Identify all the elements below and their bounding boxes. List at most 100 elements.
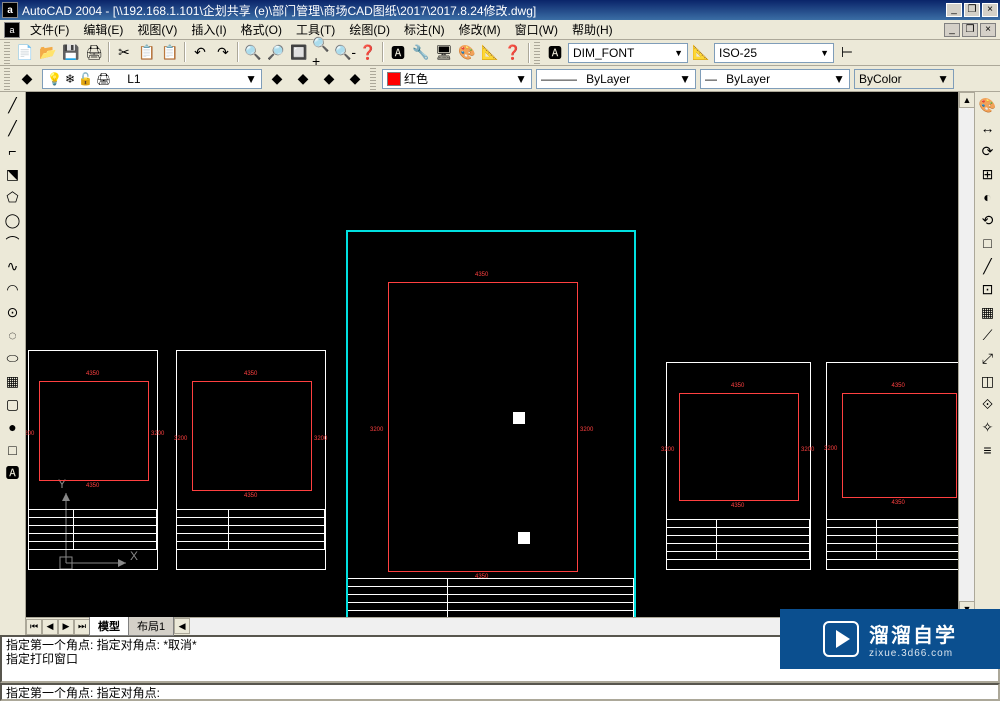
menu-view[interactable]: 视图(V) <box>131 19 183 40</box>
tab-last[interactable]: ⏭ <box>74 619 90 635</box>
iso-combo[interactable]: ISO-25▼ <box>714 43 834 63</box>
modify-tool-4[interactable]: ◐ <box>977 186 999 208</box>
draw-tool-9[interactable]: ⊙ <box>2 301 24 323</box>
draw-tool-5[interactable]: ◯ <box>2 209 24 231</box>
minimize-button[interactable]: _ <box>946 3 962 17</box>
menu-edit[interactable]: 编辑(E) <box>77 19 129 40</box>
draw-tool-13[interactable]: ▢ <box>2 393 24 415</box>
menu-format[interactable]: 格式(O) <box>235 19 288 40</box>
draw-tool-0[interactable]: ╱ <box>2 94 24 116</box>
std-tool-14[interactable]: ❓ <box>357 42 379 64</box>
draw-tool-3[interactable]: ⬔ <box>2 163 24 185</box>
linetype-combo[interactable]: ——— ByLayer ▼ <box>536 69 696 89</box>
layer-aux2[interactable]: ◆ <box>292 68 314 90</box>
draw-tool-4[interactable]: ⬠ <box>2 186 24 208</box>
std-tool-5[interactable]: 📋 <box>136 42 158 64</box>
drawing-frame-f2[interactable]: 4350435032003200 <box>176 350 326 570</box>
modify-tool-3[interactable]: ⊞ <box>977 163 999 185</box>
menu-dim[interactable]: 标注(N) <box>398 19 451 40</box>
std-tool-13[interactable]: 🔍- <box>334 42 356 64</box>
draw-tool-15[interactable]: □ <box>2 439 24 461</box>
std-tool-2[interactable]: 💾 <box>60 42 82 64</box>
modify-tool-8[interactable]: ⊡ <box>977 278 999 300</box>
std-tool-9[interactable]: 🔍 <box>242 42 264 64</box>
draw-tool-10[interactable]: ◌ <box>2 324 24 346</box>
modify-tool-12[interactable]: ◫ <box>977 370 999 392</box>
modify-tool-11[interactable]: ⤢ <box>977 347 999 369</box>
scroll-up[interactable]: ▲ <box>959 92 975 108</box>
lineweight-combo[interactable]: — ByLayer ▼ <box>700 69 850 89</box>
drawing-frame-f3[interactable]: 4350435032003200 <box>346 230 636 617</box>
modify-tool-2[interactable]: ⟳ <box>977 140 999 162</box>
tab-prev[interactable]: ◀ <box>42 619 58 635</box>
std-tool-6[interactable]: 📋 <box>159 42 181 64</box>
std-tool-18[interactable]: 🎨 <box>456 42 478 64</box>
draw-tool-16[interactable]: 🅰 <box>2 462 24 484</box>
dim-tool-icon[interactable]: ⊢ <box>836 42 858 64</box>
std-tool-20[interactable]: ❓ <box>502 42 524 64</box>
draw-tool-7[interactable]: ∿ <box>2 255 24 277</box>
layer-aux4[interactable]: ◆ <box>344 68 366 90</box>
draw-tool-12[interactable]: ▦ <box>2 370 24 392</box>
std-tool-8[interactable]: ↷ <box>212 42 234 64</box>
layer-aux1[interactable]: ◆ <box>266 68 288 90</box>
std-tool-19[interactable]: 📐 <box>479 42 501 64</box>
model-canvas[interactable]: X Y 435043503200320043504350320032004350… <box>26 92 974 617</box>
iso-icon[interactable]: 📐 <box>690 42 712 64</box>
tab-layout1[interactable]: 布局1 <box>128 617 174 636</box>
menu-window[interactable]: 窗口(W) <box>509 19 564 40</box>
tab-model[interactable]: 模型 <box>89 617 129 636</box>
std-tool-7[interactable]: ↶ <box>189 42 211 64</box>
std-tool-0[interactable]: 📄 <box>14 42 36 64</box>
std-tool-1[interactable]: 📂 <box>37 42 59 64</box>
draw-tool-14[interactable]: ● <box>2 416 24 438</box>
vertical-scrollbar[interactable]: ▲ ▼ <box>958 92 974 617</box>
std-tool-11[interactable]: 🔲 <box>288 42 310 64</box>
doc-minimize[interactable]: _ <box>944 23 960 37</box>
vscroll-track[interactable] <box>959 108 974 601</box>
dim-style-icon[interactable]: 🅰 <box>544 42 566 64</box>
menu-insert[interactable]: 插入(I) <box>185 19 232 40</box>
layer-aux3[interactable]: ◆ <box>318 68 340 90</box>
modify-tool-7[interactable]: ╱ <box>977 255 999 277</box>
draw-tool-6[interactable]: ⌒ <box>2 232 24 254</box>
modify-tool-9[interactable]: ▦ <box>977 301 999 323</box>
color-grip[interactable] <box>370 68 376 90</box>
std-tool-4[interactable]: ✂ <box>113 42 135 64</box>
draw-tool-1[interactable]: ╱ <box>2 117 24 139</box>
modify-tool-10[interactable]: ⟋ <box>977 324 999 346</box>
modify-tool-1[interactable]: ↔ <box>977 117 999 139</box>
command-input[interactable]: 指定第一个角点: 指定对角点: <box>0 683 1000 701</box>
std-tool-15[interactable]: 🅰 <box>387 42 409 64</box>
drawing-frame-f5[interactable]: 4350435032003200 <box>826 362 971 570</box>
menu-help[interactable]: 帮助(H) <box>566 19 619 40</box>
menu-modify[interactable]: 修改(M) <box>453 19 507 40</box>
std-tool-17[interactable]: 🖥 <box>433 42 455 64</box>
plotstyle-combo[interactable]: ByColor ▼ <box>854 69 954 89</box>
draw-tool-8[interactable]: ◠ <box>2 278 24 300</box>
tab-first[interactable]: ⏮ <box>26 619 42 635</box>
std-tool-12[interactable]: 🔍+ <box>311 42 333 64</box>
color-combo[interactable]: 红色 ▼ <box>382 69 532 89</box>
layer-grip[interactable] <box>4 68 10 90</box>
layer-manager-icon[interactable]: ◆ <box>16 68 38 90</box>
draw-tool-11[interactable]: ⬭ <box>2 347 24 369</box>
maximize-button[interactable]: ❐ <box>964 3 980 17</box>
menu-file[interactable]: 文件(F) <box>24 19 75 40</box>
doc-restore[interactable]: ❐ <box>962 23 978 37</box>
toolbar-grip[interactable] <box>4 42 10 64</box>
modify-tool-6[interactable]: □ <box>977 232 999 254</box>
modify-tool-0[interactable]: 🎨 <box>977 94 999 116</box>
std-tool-10[interactable]: 🔎 <box>265 42 287 64</box>
styles-grip[interactable] <box>534 42 540 64</box>
drawing-frame-f1[interactable]: 4350435032003200 <box>28 350 158 570</box>
layer-combo[interactable]: 💡 ❄ 🔓 🖨 L1 ▼ <box>42 69 262 89</box>
std-tool-16[interactable]: 🔧 <box>410 42 432 64</box>
modify-tool-15[interactable]: ≡ <box>977 439 999 461</box>
dim-style-combo[interactable]: DIM_FONT▼ <box>568 43 688 63</box>
close-button[interactable]: × <box>982 3 998 17</box>
modify-tool-14[interactable]: ✧ <box>977 416 999 438</box>
menu-draw[interactable]: 绘图(D) <box>343 19 396 40</box>
tab-next[interactable]: ▶ <box>58 619 74 635</box>
drawing-frame-f4[interactable]: 4350435032003200 <box>666 362 811 570</box>
